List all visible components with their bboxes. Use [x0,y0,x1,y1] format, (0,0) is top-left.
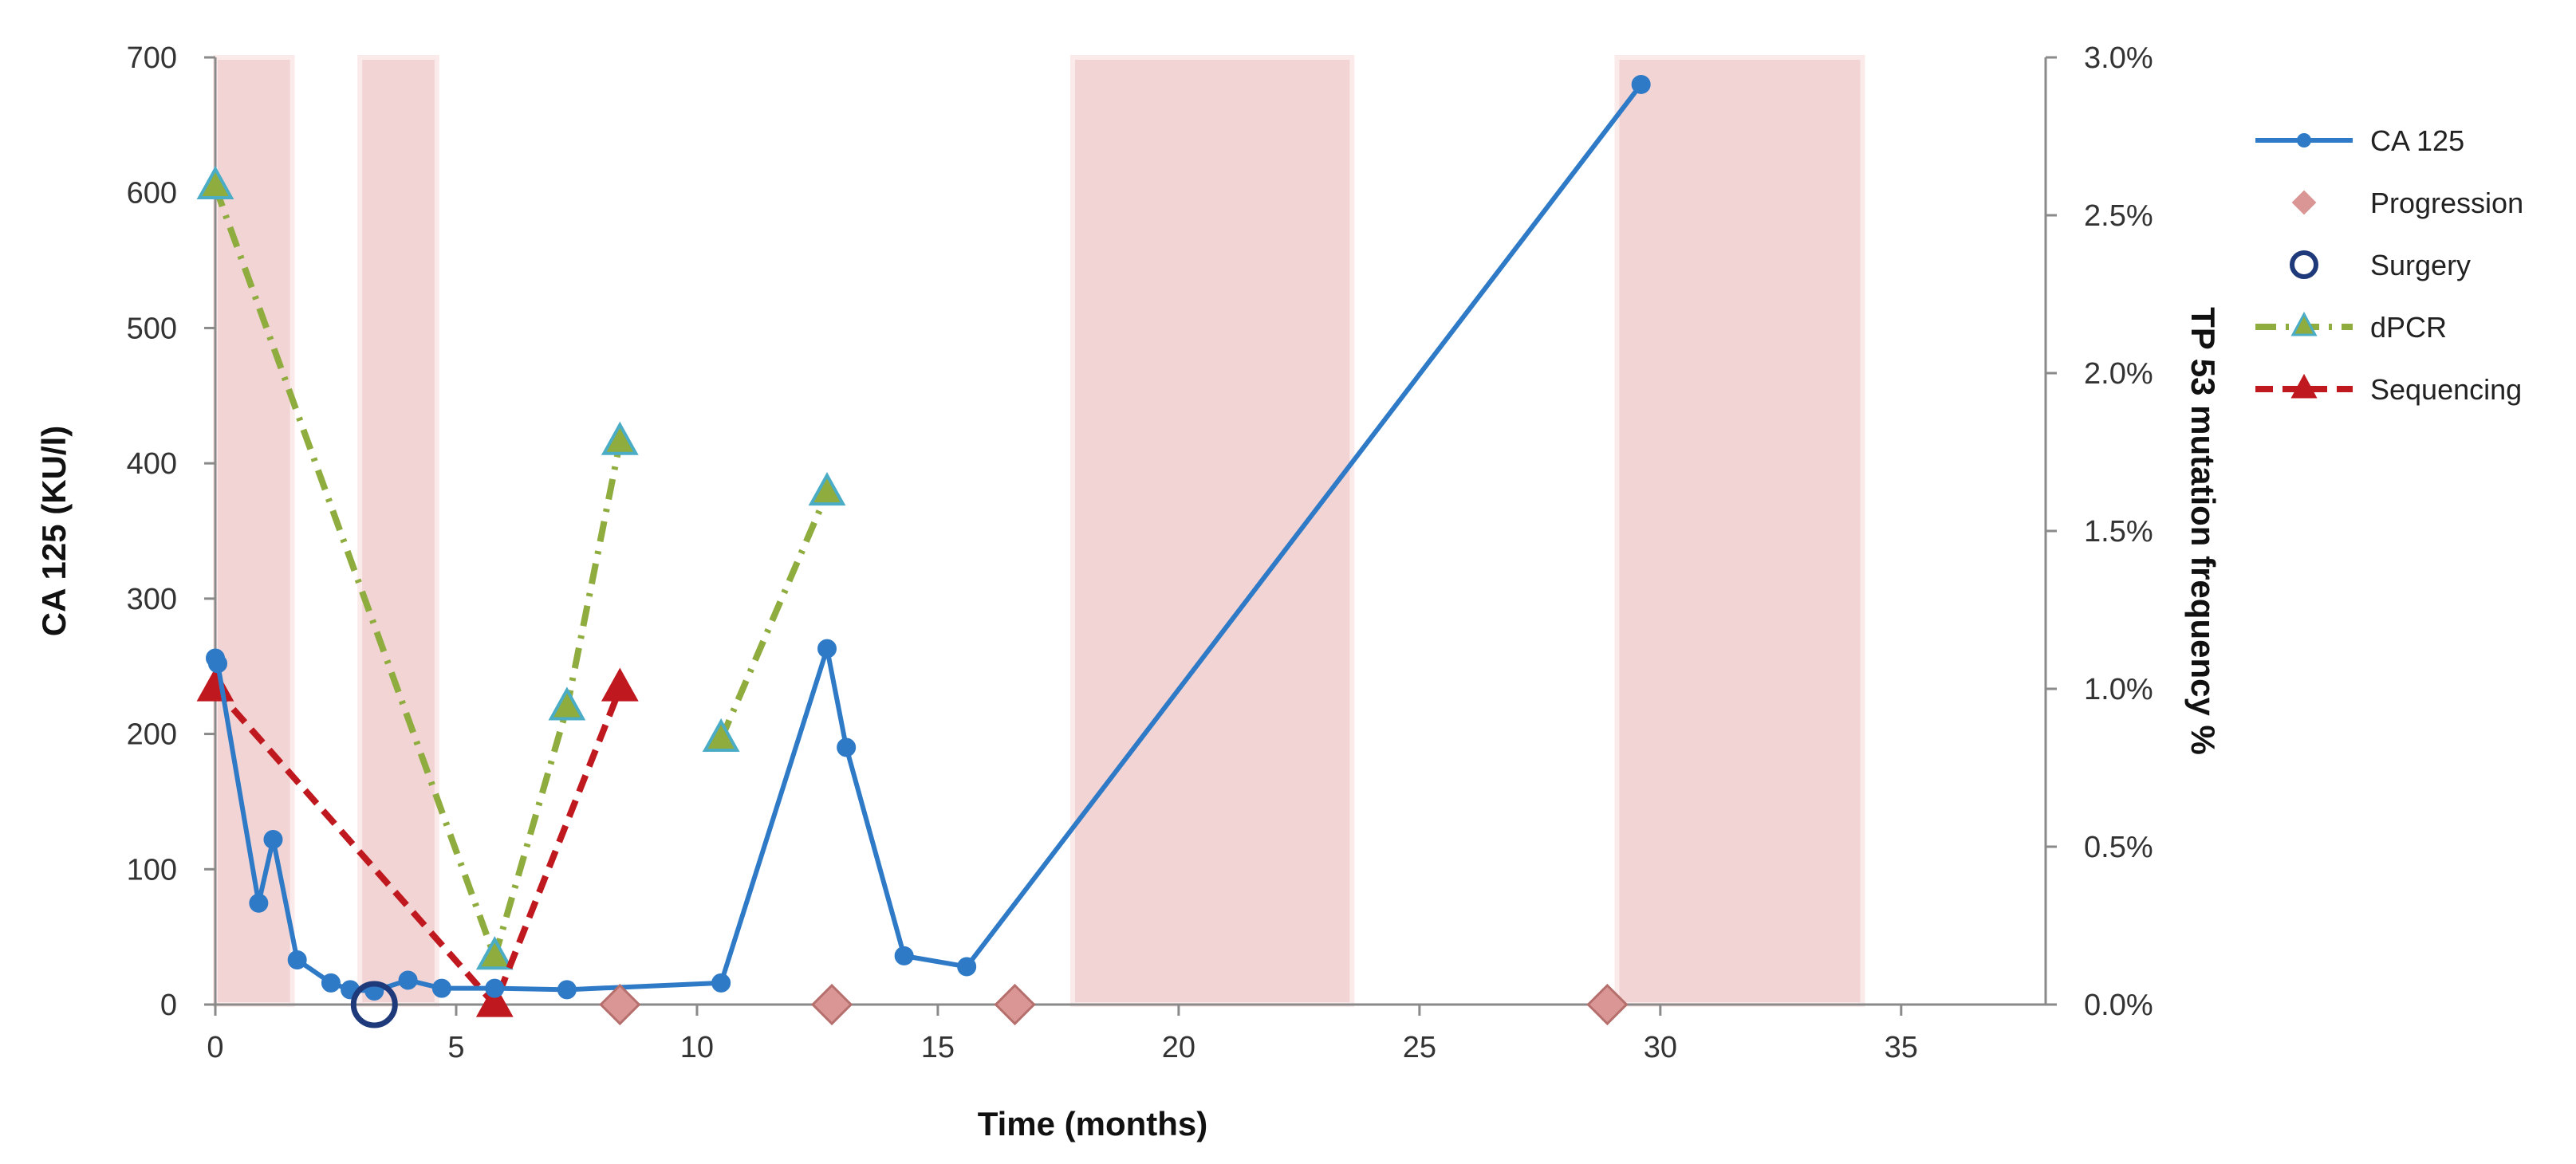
data-point-dpcr [702,718,740,753]
data-point-dpcr [475,936,514,970]
x-tick-label: 15 [921,1031,955,1064]
x-tick-label: 25 [1403,1031,1436,1064]
y-tick-label: 100 [127,853,177,887]
data-point-ca-125 [1631,74,1651,94]
data-point-progression [810,983,853,1026]
legend-item-surgery: Surgery [2290,249,2471,281]
data-point-progression [994,983,1036,1026]
data-point-sequencing [475,983,514,1017]
treatment-shading [213,55,1865,1007]
y-tick-label: 0 [160,989,177,1022]
series-ca-125 [206,74,1651,1001]
legend-marker-ca-125 [2297,133,2311,147]
data-point-ca-125 [208,654,228,674]
legend-marker-sequencing [2290,373,2318,399]
y-tick-label: 500 [127,312,177,345]
data-point-dpcr [808,472,846,506]
data-point-surgery [350,981,398,1028]
x-tick-label: 20 [1162,1031,1195,1064]
legend-item-progression: Progression [2291,187,2523,219]
y2-tick-label: 1.5% [2084,515,2153,549]
legend-marker-surgery [2290,250,2318,279]
y2-tick-label: 3.0% [2084,41,2153,75]
data-point-ca-125 [321,973,341,993]
legend-marker-progression [2291,190,2317,215]
legend: CA 125 Progression Surgery dPCR Sequencing [2255,124,2523,406]
x-tick-label: 30 [1644,1031,1677,1064]
y2-tick-label: 1.0% [2084,673,2153,706]
y-tick-label: 300 [127,583,177,616]
legend-label-dpcr: dPCR [2370,311,2447,344]
x-axis-title: Time (months) [978,1105,1208,1142]
y2-tick-label: 2.0% [2084,357,2153,391]
legend-label-sequencing: Sequencing [2370,373,2522,406]
x-tick-label: 5 [447,1031,464,1064]
y2-tick-label: 2.5% [2084,199,2153,233]
data-point-ca-125 [263,829,283,849]
legend-item-dpcr: dPCR [2255,311,2447,344]
data-point-ca-125 [398,970,418,990]
data-point-sequencing [601,667,639,702]
data-point-ca-125 [817,639,837,659]
series-progression [599,983,1629,1026]
data-point-dpcr [548,686,586,721]
data-point-ca-125 [249,893,269,913]
data-point-ca-125 [837,737,857,757]
shaded-period [357,55,439,1007]
data-point-ca-125 [557,980,577,1000]
y2-tick-label: 0.0% [2084,989,2153,1022]
data-point-ca-125 [711,973,731,993]
series-layer [196,74,1651,1028]
x-tick-label: 10 [680,1031,714,1064]
y-tick-label: 200 [127,718,177,752]
x-tick-label: 35 [1885,1031,1918,1064]
series-line-dpcr [212,185,624,961]
y2-tick-label: 0.5% [2084,831,2153,864]
shaded-period [1614,55,1865,1007]
series-dpcr [196,165,846,970]
y2-axis-title: TP 53 mutation frequency % [2184,307,2222,755]
y-tick-label: 600 [127,177,177,210]
data-point-ca-125 [957,957,977,977]
y-tick-label: 400 [127,447,177,481]
legend-marker-dpcr [2290,311,2318,336]
legend-item-sequencing: Sequencing [2255,373,2522,406]
legend-label-surgery: Surgery [2370,249,2471,281]
legend-label-progression: Progression [2370,187,2523,219]
data-point-ca-125 [431,978,451,998]
series-surgery [350,981,398,1028]
shaded-period [1070,55,1355,1007]
data-point-progression [1586,983,1629,1026]
axis-ticks: 0 5 10 15 20 25 30 35 0 100 200 300 400 500 600 700 0.0%… [127,41,2153,1064]
x-tick-label: 0 [207,1031,223,1064]
data-point-ca-125 [485,978,505,998]
data-point-dpcr [601,421,639,455]
legend-label-ca-125: CA 125 [2370,124,2464,157]
data-point-ca-125 [287,950,307,969]
data-point-dpcr [196,165,234,200]
series-line-ca-125 [213,83,1644,994]
series-line-dpcr [718,491,830,741]
y-axis-title: CA 125 (KU/l) [35,426,73,637]
data-point-ca-125 [894,946,914,965]
data-point-progression [599,983,641,1026]
y-tick-label: 700 [127,41,177,75]
legend-item-ca-125: CA 125 [2255,124,2464,157]
